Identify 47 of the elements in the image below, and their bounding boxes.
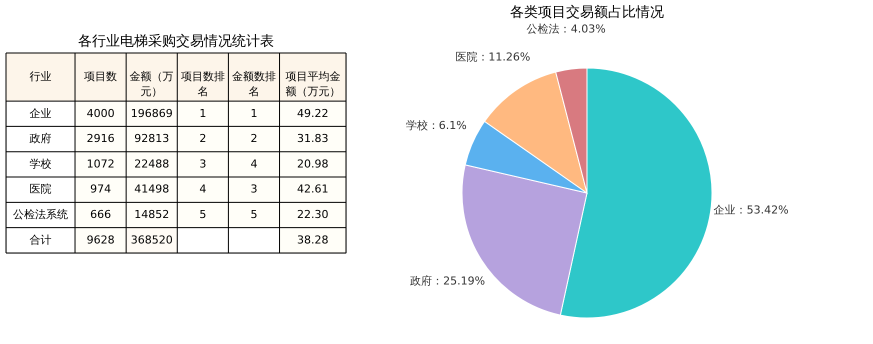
data-label: 4	[199, 182, 206, 196]
data-label: 31.83	[297, 132, 329, 146]
y-tick-label: 医院	[30, 182, 52, 196]
data-label: 22488	[134, 157, 170, 170]
data-label: 196869	[130, 106, 173, 120]
data-label: 1072	[86, 157, 115, 170]
x-tick-label: 项目数	[84, 70, 118, 84]
data-label: 9628	[86, 233, 115, 246]
x-tick-label: 项目平均金额（万元）	[285, 70, 340, 98]
slice-label: 学校：6.1%	[406, 118, 467, 132]
data-label: 5	[199, 208, 206, 222]
y-tick-label: 公检法系统	[13, 208, 68, 222]
data-label: 666	[90, 208, 112, 222]
data-label: 3	[250, 182, 258, 196]
data-label: 974	[90, 182, 112, 196]
y-tick-label: 企业	[30, 106, 52, 120]
data-label: 2916	[86, 132, 115, 146]
data-label: 1	[199, 106, 206, 120]
chart-title: 各行业电梯采购交易情况统计表	[78, 34, 274, 50]
data-label: 368520	[130, 233, 173, 246]
data-label: 14852	[134, 208, 170, 222]
slice-label: 政府：25.19%	[410, 274, 486, 288]
y-axis-title: 行业	[30, 70, 52, 84]
data-label: 92813	[134, 132, 170, 146]
data-label: 22.30	[297, 208, 329, 222]
data-label: 3	[199, 157, 206, 170]
slice-label: 医院：11.26%	[455, 50, 530, 64]
y-tick-label: 合计	[30, 233, 52, 246]
data-label: 5	[250, 208, 258, 222]
x-tick-label: 金额（万元）	[130, 70, 174, 98]
data-label: 41498	[134, 182, 170, 196]
y-tick-label: 政府	[30, 132, 52, 146]
data-label: 38.28	[297, 233, 329, 246]
x-tick-label: 金额数排名	[232, 70, 276, 98]
data-label: 42.61	[297, 182, 329, 196]
data-label: 4	[250, 157, 258, 170]
x-tick-label: 项目数排名	[180, 70, 225, 98]
slice-label: 企业：53.42%	[714, 204, 789, 217]
data-label: 49.22	[297, 106, 329, 120]
y-tick-label: 学校	[30, 157, 52, 170]
data-label: 2	[250, 132, 258, 146]
data-label: 4000	[86, 106, 115, 120]
data-label: 2	[199, 132, 206, 146]
chart-title: 各类项目交易额占比情况	[510, 4, 664, 20]
data-label: 1	[250, 106, 258, 120]
slice-label: 公检法：4.03%	[526, 22, 606, 36]
data-label: 20.98	[297, 157, 329, 170]
